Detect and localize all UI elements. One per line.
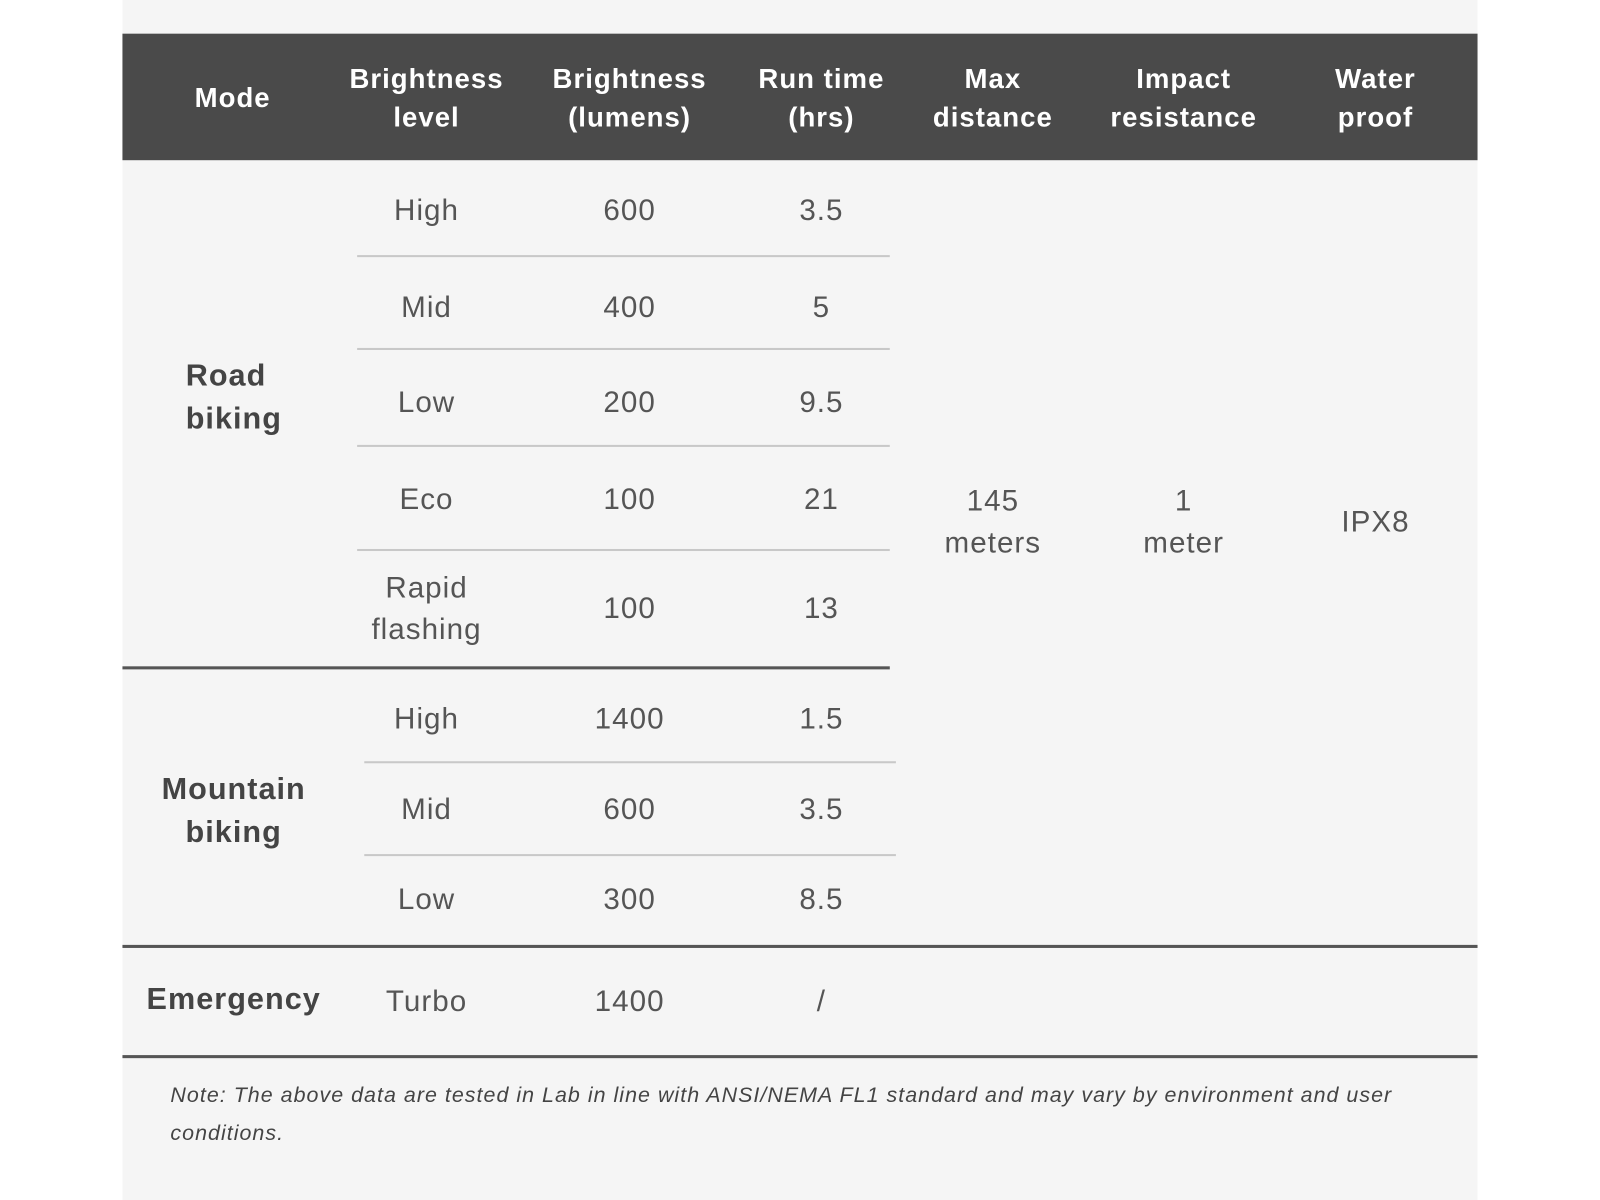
column-header: Mode — [194, 82, 271, 114]
row-divider — [364, 854, 896, 857]
cell: Turbo — [385, 985, 468, 1019]
row-divider — [122, 666, 890, 670]
note: Note: The above data are tested in Lab i… — [170, 1083, 1393, 1145]
row-divider — [357, 548, 890, 552]
row-divider — [357, 444, 890, 447]
column-header: Run time (hrs) — [758, 63, 885, 133]
cell: 600 — [603, 793, 656, 827]
shared-cell: 1 meter — [1143, 485, 1225, 560]
cell: 200 — [603, 386, 656, 420]
row-divider — [122, 1055, 1478, 1059]
column-header: Brightness (lumens) — [552, 63, 707, 133]
mode-label: Mountain biking — [161, 772, 306, 849]
cell: Low — [397, 883, 456, 917]
column-header: Brightness level — [349, 63, 504, 133]
cell: 8.5 — [799, 883, 844, 917]
cell: 5 — [812, 291, 831, 325]
cell: / — [816, 985, 827, 1019]
cell: 1.5 — [799, 702, 844, 736]
cell: 21 — [803, 483, 839, 517]
cell: 600 — [603, 194, 656, 228]
cell: 3.5 — [799, 793, 844, 827]
cell: Eco — [399, 483, 454, 517]
cell: High — [394, 194, 460, 228]
mode-label: Road biking — [185, 359, 282, 436]
column-header: Impact resistance — [1110, 63, 1257, 133]
cell: 100 — [603, 483, 656, 517]
header-bar — [122, 33, 1478, 161]
cell: 3.5 — [799, 194, 844, 228]
panel — [122, 0, 1478, 1200]
cell: 300 — [603, 883, 656, 917]
shared-cell: 145 meters — [944, 485, 1042, 560]
cell: High — [394, 702, 460, 736]
cell: Mid — [401, 793, 452, 827]
row-divider — [122, 944, 1478, 948]
cell: Rapid flashing — [371, 571, 482, 646]
cell: 13 — [803, 592, 839, 626]
row-divider — [357, 347, 890, 350]
cell: Low — [397, 386, 456, 420]
row-divider — [357, 255, 890, 258]
cell: Mid — [401, 291, 452, 325]
row-divider — [364, 761, 896, 764]
shared-cell: IPX8 — [1341, 505, 1410, 539]
cell: 1400 — [594, 702, 665, 736]
cell: 100 — [603, 592, 656, 626]
cell: 400 — [603, 291, 656, 325]
column-header: Max distance — [932, 63, 1053, 133]
cell: 9.5 — [799, 386, 844, 420]
column-header: Water proof — [1335, 63, 1416, 133]
cell: 1400 — [594, 985, 665, 1019]
mode-label: Emergency — [146, 982, 321, 1017]
